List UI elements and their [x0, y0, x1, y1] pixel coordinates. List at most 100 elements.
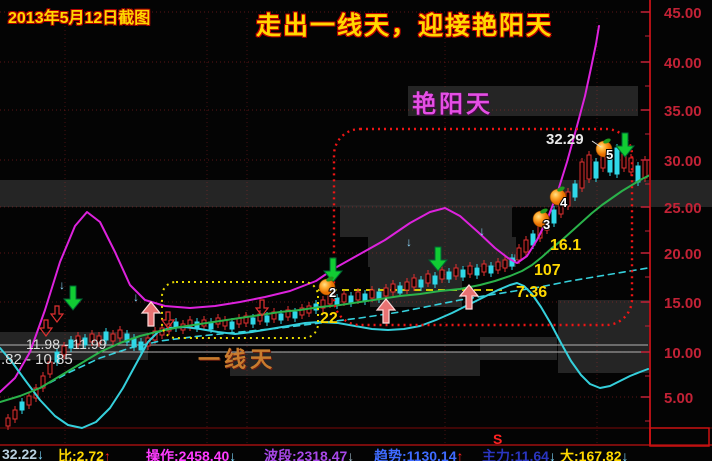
watermark-patch [340, 205, 512, 237]
candle-body [285, 309, 291, 318]
down-arrow-icon: ↓ [621, 448, 629, 461]
candle-body [117, 329, 123, 339]
page-title: 走出一线天，迎接艳阳天 [256, 12, 554, 40]
indicator-value: 主力:11.64↓ [482, 446, 556, 461]
axis-label: 45.00 [664, 5, 702, 22]
candle-body [495, 261, 501, 271]
axis-label: 30.00 [664, 153, 702, 170]
indicator-value: 大:167.82↓ [560, 446, 628, 461]
candle-body [488, 265, 494, 274]
candle-body [397, 285, 403, 294]
candle-body [61, 345, 67, 356]
status-bar: 32.22↓ 比:2.72↑ 操作:2458.40↓ 波段:2318.47↓ 趋势:11… [0, 446, 712, 461]
chart-annotation: 32.29 [546, 131, 584, 148]
candle-body [89, 333, 95, 343]
gap-zone-label: 一线天 [198, 347, 277, 372]
candle-body [40, 375, 46, 389]
sunny-zone-box [332, 127, 634, 327]
candle-body [341, 293, 347, 303]
candle-body [229, 321, 235, 330]
ma-green [0, 174, 651, 403]
candle-body [26, 395, 32, 406]
candle-body [614, 147, 620, 175]
candle-body [642, 159, 648, 179]
cyan-small-down-arrow: ↓ [479, 224, 485, 238]
orange-leaf-icon [540, 208, 548, 214]
chart-annotation: .82 - 10.85 [1, 351, 73, 368]
candle-body [292, 311, 298, 319]
chart-annotation: 22 [320, 310, 338, 327]
candle-body [355, 291, 361, 301]
red-hollow-down-arrow [160, 311, 176, 329]
axis-label: 15.00 [664, 295, 702, 312]
candle-body [446, 271, 452, 280]
orange-marker-number: 4 [560, 195, 568, 210]
candle-body [523, 239, 529, 253]
watermark-patch [0, 180, 712, 207]
candle-body [572, 183, 578, 198]
candle-body [47, 361, 53, 375]
up-arrow-icon: ↑ [456, 448, 464, 461]
candle-body [586, 154, 592, 180]
candle-body [579, 161, 585, 189]
watermark-patch [408, 86, 638, 116]
candle-body [327, 295, 333, 305]
up-arrow-icon: ↑ [103, 448, 111, 461]
candle-body [418, 279, 424, 288]
candle-body [551, 209, 557, 224]
sunny-zone-label: 艳阳天 [412, 91, 493, 118]
candle-body [124, 333, 130, 343]
axis-label: 5.00 [664, 390, 693, 407]
axis-label: 20.00 [664, 246, 702, 263]
salmon-up-arrow [375, 298, 397, 324]
mid-band-cyan-dashed [39, 267, 649, 389]
axis-label: 10.00 [664, 345, 702, 362]
indicator-value: 波段:2318.47↓ [264, 446, 354, 461]
cyan-small-down-arrow: ↓ [59, 278, 65, 292]
candle-body [432, 275, 438, 285]
salmon-up-arrow [458, 284, 480, 310]
axis-corner-box [649, 427, 710, 447]
gap-zone-box [161, 281, 319, 339]
candle-body [19, 401, 25, 411]
orange-marker-number: 5 [606, 147, 613, 162]
cyan-small-down-arrow: ↓ [133, 290, 139, 304]
candle-body [607, 157, 613, 173]
indicator-value: 操作:2458.40↓ [146, 446, 236, 461]
axis-label: 25.00 [664, 200, 702, 217]
cyan-small-down-arrow: ↓ [406, 235, 412, 249]
candle-body [404, 281, 410, 291]
candle-body [439, 269, 445, 280]
candle-body [467, 265, 473, 275]
candle-body [383, 287, 389, 297]
candle-body [250, 317, 256, 325]
red-hollow-down-arrow [49, 305, 65, 323]
candle-body [516, 247, 522, 261]
candle-body [299, 307, 305, 316]
green-down-arrow [322, 257, 344, 283]
candle-body [474, 267, 480, 276]
indicator-value: 32.22↓ [2, 446, 45, 461]
down-arrow-icon: ↓ [548, 448, 556, 461]
orange-leaf-icon [603, 138, 611, 144]
chart-annotation: S [493, 431, 502, 447]
candle-body [243, 315, 249, 324]
chart-annotation: 107 [534, 262, 561, 279]
green-down-arrow [427, 246, 449, 272]
salmon-up-arrow [140, 301, 162, 327]
date-caption: 2013年5月12日截图 [8, 10, 151, 27]
axis-label: 40.00 [664, 55, 702, 72]
candle-body [75, 335, 81, 345]
candle-body [593, 161, 599, 179]
candle-body [320, 299, 326, 309]
candle-body [54, 351, 60, 363]
green-down-arrow [62, 285, 84, 311]
candle-body [96, 335, 102, 344]
candle-body [369, 289, 375, 299]
indicator-value: 趋势:1130.14↑ [374, 446, 464, 461]
candle-body [264, 315, 270, 323]
orange-marker-number: 2 [329, 285, 336, 300]
candle-body [12, 409, 18, 420]
annotation-connector [591, 140, 602, 148]
